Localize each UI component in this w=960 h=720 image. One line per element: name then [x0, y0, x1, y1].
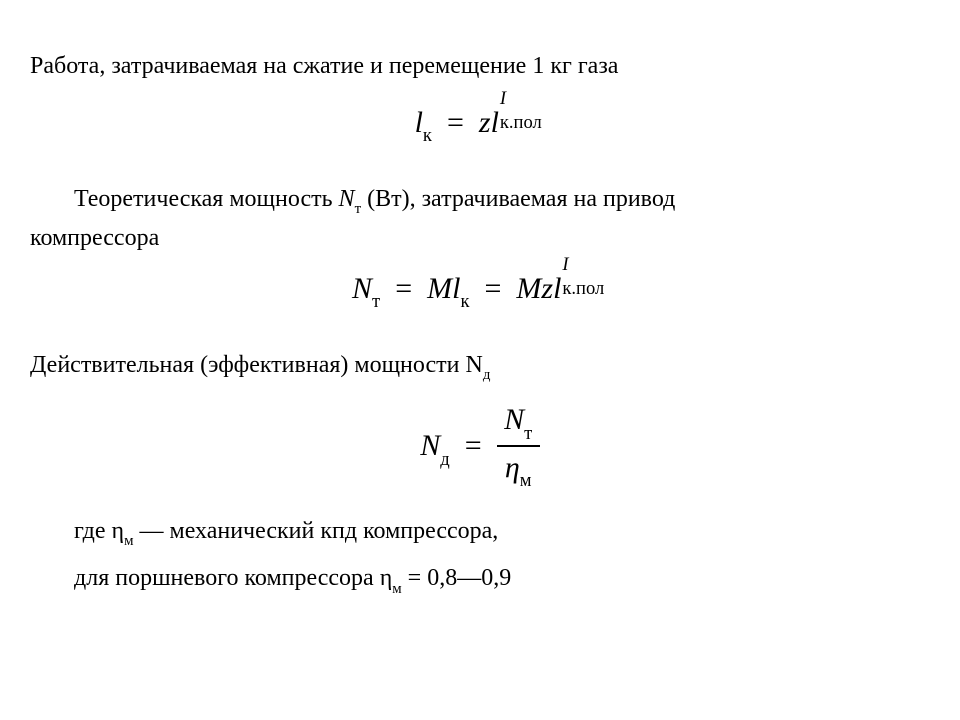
paragraph-theoretical-power-1: Теоретическая мощность Nт (Вт), затрачив… — [30, 183, 930, 219]
p2-textA: Теоретическая мощность — [74, 186, 339, 212]
eq2-l2: l — [553, 272, 561, 305]
eq1-lhs-sub: к — [423, 125, 432, 146]
p5-eta: η — [380, 565, 393, 591]
eq1-z: z — [479, 106, 491, 139]
paragraph-effective-power: Действительная (эффективная) мощности Nд — [30, 349, 930, 385]
p2-N: N — [339, 186, 355, 212]
eq2-M: M — [427, 272, 452, 305]
eq2-eq2: = — [485, 272, 502, 305]
p4-textB: — механический кпд компрессора, — [134, 518, 499, 544]
eq3-eq: = — [465, 429, 482, 462]
eq2-lsub: к — [460, 291, 469, 312]
paragraph-theoretical-power-2: компрессора — [30, 222, 930, 256]
eq3-fraction: Nт ηм — [497, 399, 540, 491]
p3-textA: Действительная (эффективная) мощности N — [30, 352, 483, 378]
p4-textA: где — [74, 518, 112, 544]
p2-unit: (Вт) — [361, 186, 409, 212]
eq3-N: N — [420, 429, 440, 462]
eq3-num-sub: т — [524, 423, 532, 444]
equation-nt: Nт = Mlк = MzlIк.пол — [30, 268, 930, 313]
eq2-z: z — [541, 272, 553, 305]
eq2-l2-supsub: Iк.пол — [561, 268, 608, 298]
eq2-N: N — [352, 272, 372, 305]
p2-textB: , затрачиваемая на привод — [410, 186, 676, 212]
eq3-Nsub: д — [440, 449, 449, 470]
p3-sub: д — [483, 367, 491, 383]
p2-Nsub: т — [355, 201, 362, 217]
eq1-equals: = — [447, 106, 464, 139]
paragraph-where: где ηм — механический кпд компрессора, — [30, 515, 930, 551]
p5-textB: = 0,8—0,9 — [402, 565, 512, 591]
p4-etasub: м — [124, 533, 133, 549]
p5-etasub: м — [392, 581, 401, 597]
p4-eta: η — [112, 518, 125, 544]
eq1-lhs-var: l — [415, 106, 423, 139]
equation-lk: lк = zlIк.пол — [30, 102, 930, 147]
paragraph-work: Работа, затрачиваемая на сжатие и переме… — [30, 50, 930, 84]
eq3-den-sub: м — [520, 470, 532, 491]
equation-nd: Nд = Nт ηм — [30, 402, 930, 494]
eq3-num-N: N — [504, 403, 524, 436]
eq3-den-eta: η — [505, 451, 520, 484]
eq2-Nsub: т — [372, 291, 380, 312]
eq2-eq1: = — [395, 272, 412, 305]
p5-textA: для поршневого компрессора — [74, 565, 380, 591]
eq2-M2: M — [516, 272, 541, 305]
eq1-l2: l — [491, 106, 499, 139]
paragraph-piston: для поршневого компрессора ηм = 0,8—0,9 — [30, 562, 930, 598]
eq1-l2-supsub: Iк.пол — [499, 102, 546, 132]
